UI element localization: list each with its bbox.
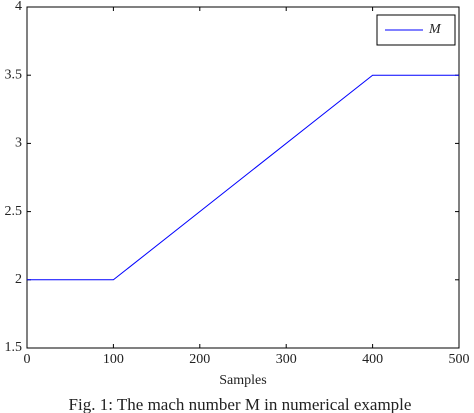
x-tick-label: 300 [276,352,297,367]
y-tick-label: 4 [15,0,22,14]
y-tick-label: 2 [15,272,22,287]
plot-frame [26,6,460,349]
y-tick-label: 1.5 [5,340,23,355]
x-axis-label: Samples [219,373,266,388]
x-tick-label: 400 [362,352,383,367]
legend-label: M [428,22,442,37]
x-tick-label: 0 [24,352,31,367]
y-tick-label: 2.5 [5,204,23,219]
data-line [27,74,459,281]
x-tick-label: 100 [103,352,124,367]
y-tick-label: 3.5 [5,67,23,82]
y-tick-label: 3 [15,136,22,151]
x-tick-label: 500 [449,352,470,367]
x-tick-label: 200 [189,352,210,367]
caption: Fig. 1: The mach number M in numerical e… [69,395,412,413]
